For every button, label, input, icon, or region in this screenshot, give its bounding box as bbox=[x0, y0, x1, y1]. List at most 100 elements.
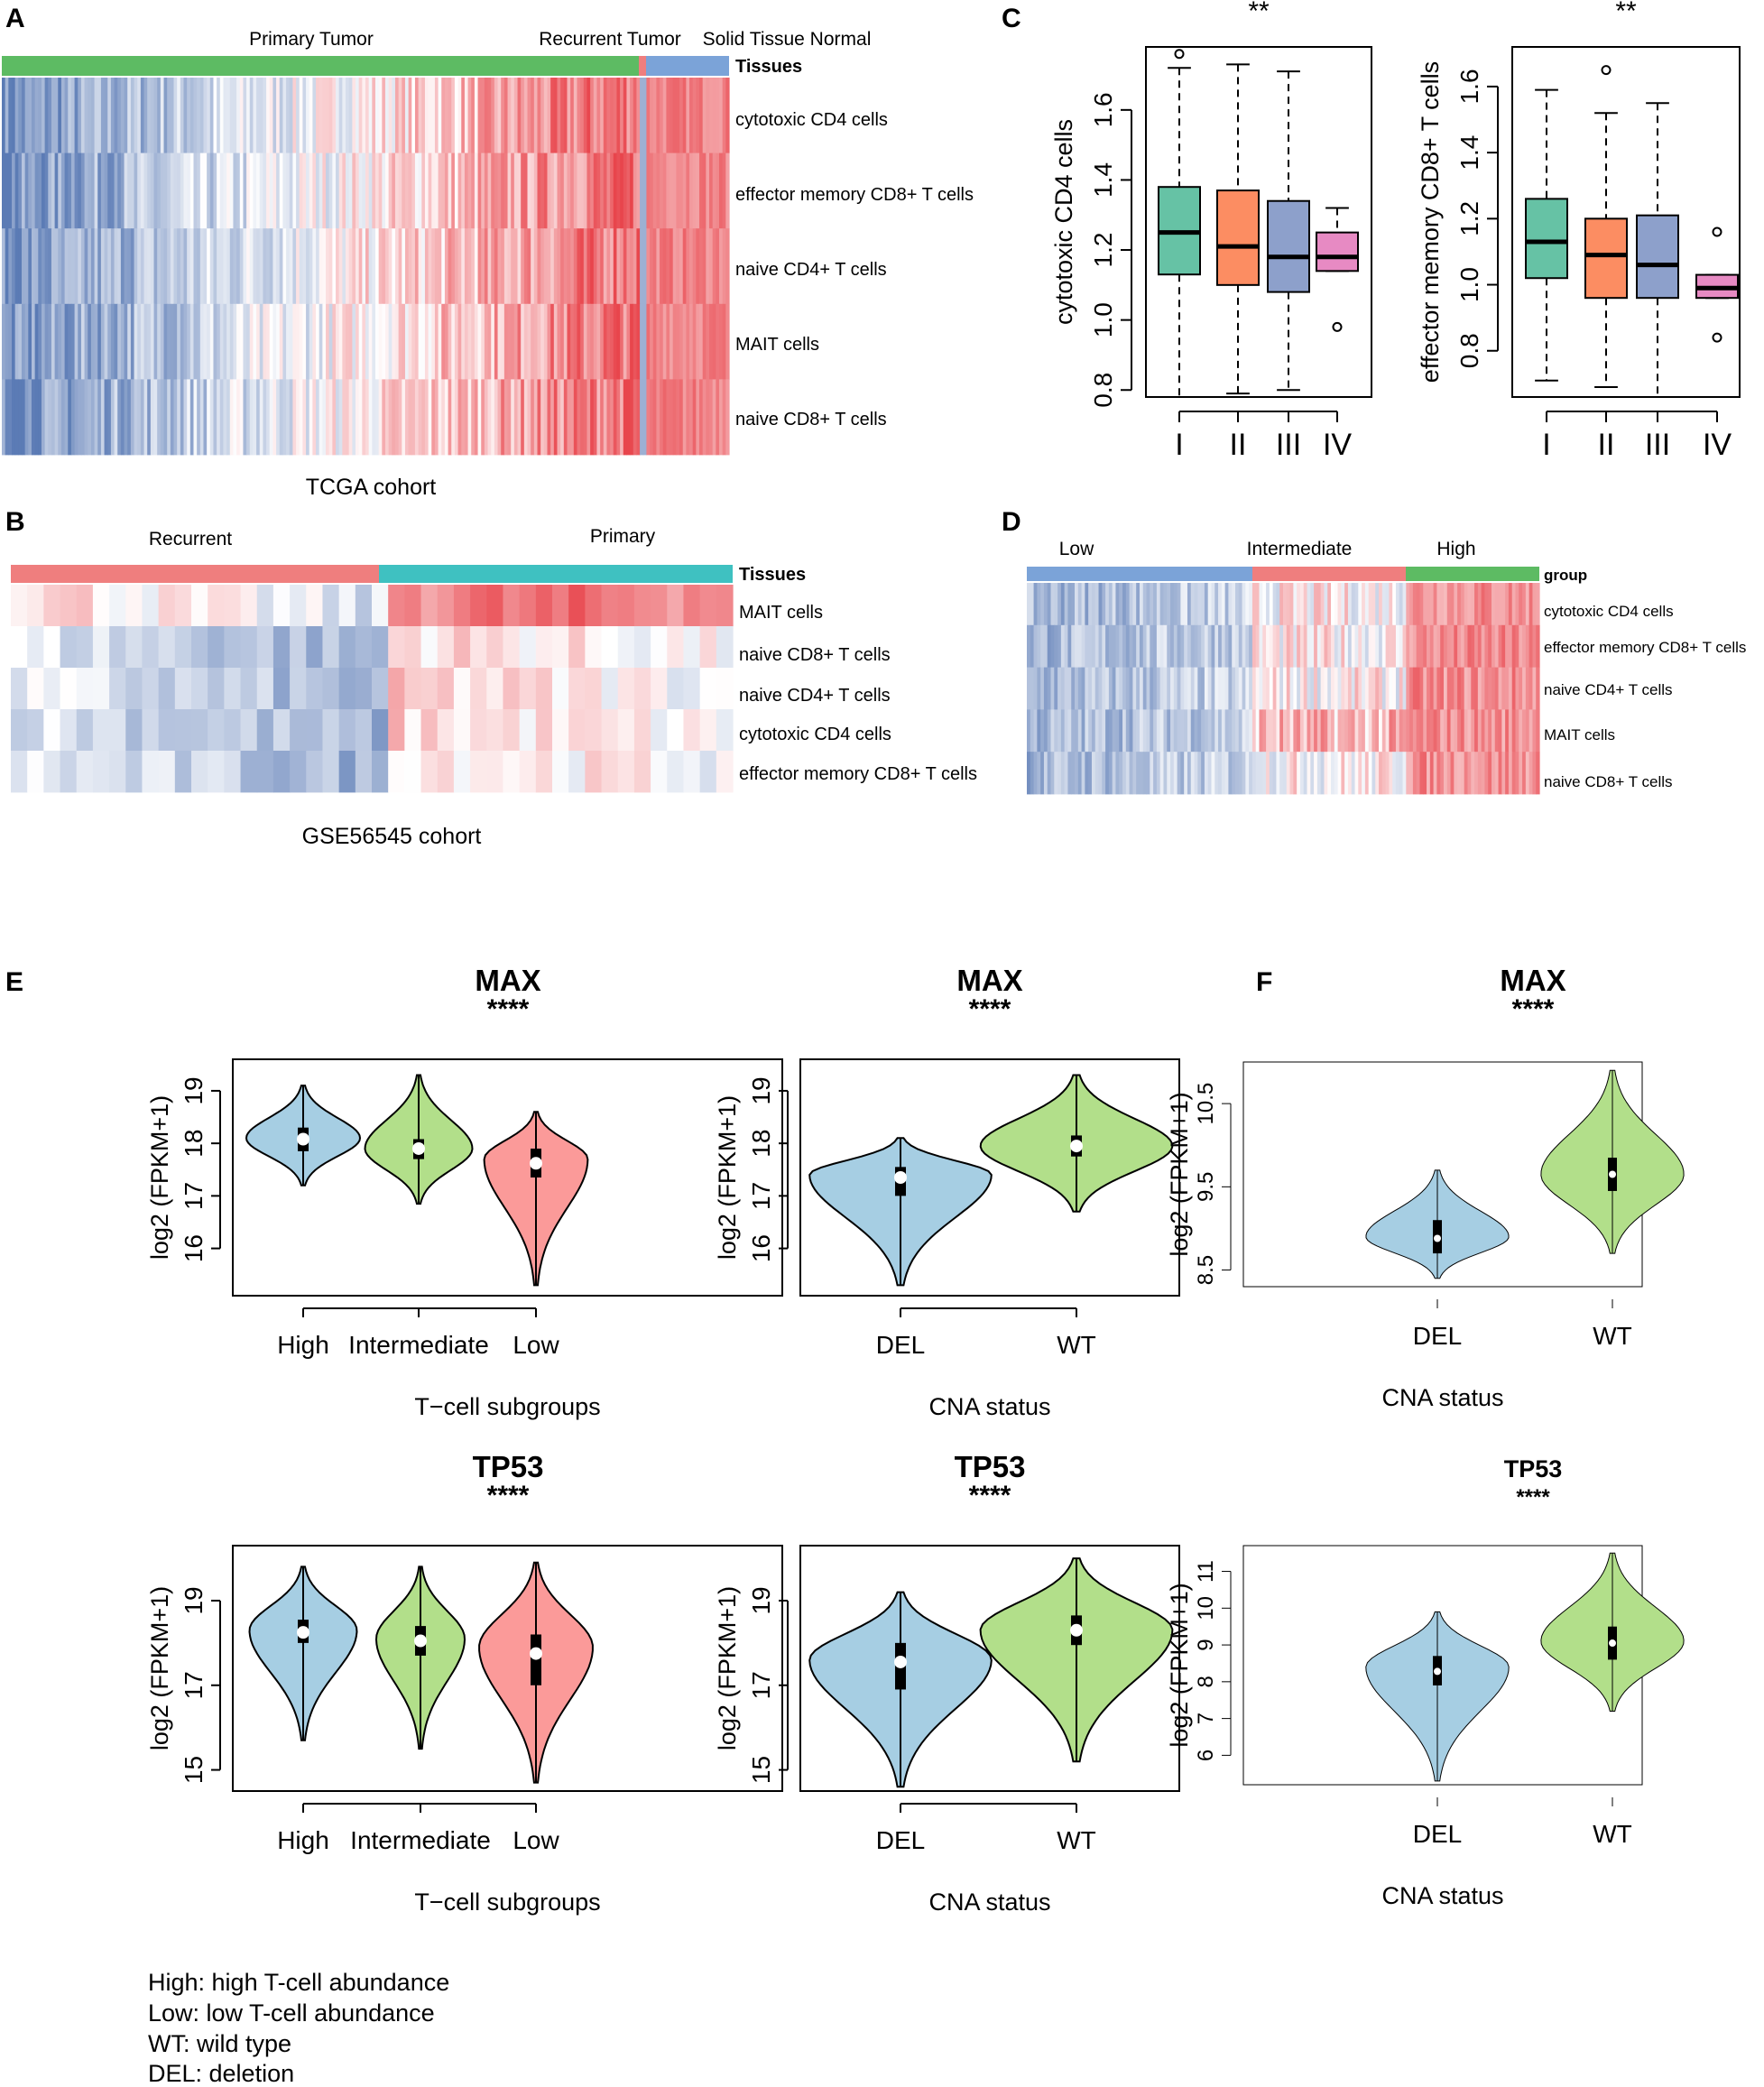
violin-iqr-box bbox=[531, 1634, 541, 1685]
outlier-point bbox=[1712, 332, 1722, 343]
heatmap-cell bbox=[1423, 583, 1427, 626]
heatmap-cell bbox=[365, 303, 370, 380]
heatmap-cell bbox=[547, 303, 551, 380]
heatmap-cell bbox=[256, 379, 261, 456]
x-tick-label: II bbox=[1598, 428, 1615, 462]
heatmap-cell bbox=[374, 228, 380, 305]
significance-label: **** bbox=[969, 1481, 1011, 1510]
heatmap-cell bbox=[1139, 624, 1144, 668]
heatmap-cell bbox=[1416, 709, 1421, 753]
heatmap-cell bbox=[224, 585, 242, 627]
heatmap-cell bbox=[1201, 667, 1205, 710]
heatmap-cell bbox=[471, 152, 476, 229]
heatmap-cell bbox=[1214, 667, 1219, 710]
heatmap-cell bbox=[1399, 709, 1404, 753]
heatmap-cell bbox=[183, 78, 188, 153]
heatmap-cell bbox=[580, 303, 585, 380]
heatmap-cell bbox=[712, 303, 716, 380]
heatmap-cell bbox=[552, 668, 569, 710]
heatmap-cell bbox=[1443, 667, 1448, 710]
heatmap-cell bbox=[1331, 752, 1335, 795]
heatmap-cell bbox=[1286, 752, 1291, 795]
heatmap-cell bbox=[224, 751, 242, 793]
heatmap-cell bbox=[1392, 624, 1397, 668]
y-tick-label: 18 bbox=[180, 1130, 208, 1158]
y-tick-label: 7 bbox=[1194, 1713, 1218, 1724]
heatmap-cell bbox=[240, 585, 258, 627]
x-axis-label: T−cell subgroups bbox=[414, 1888, 600, 1916]
heatmap-cell bbox=[1481, 752, 1486, 795]
heatmap-cell bbox=[322, 709, 340, 752]
heatmap-cell bbox=[1269, 752, 1274, 795]
heatmap-cell bbox=[342, 78, 346, 153]
heatmap-cell bbox=[464, 303, 469, 380]
heatmap-cell bbox=[1037, 709, 1041, 753]
heatmap-cell bbox=[411, 228, 416, 305]
heatmap-cell bbox=[431, 228, 436, 305]
heatmap-cell bbox=[1508, 752, 1513, 795]
heatmap-cell bbox=[1221, 624, 1226, 668]
x-tick-label: I bbox=[1175, 428, 1183, 462]
heatmap-cell bbox=[263, 379, 267, 456]
heatmap-cell bbox=[316, 379, 320, 456]
heatmap-cell bbox=[31, 228, 36, 305]
heatmap-cell bbox=[613, 228, 618, 305]
heatmap-cell bbox=[404, 303, 410, 380]
heatmap-cell bbox=[338, 228, 343, 305]
heatmap-cell bbox=[80, 379, 86, 456]
legend-item: High: high T-cell abundance bbox=[148, 1969, 449, 1996]
heatmap-cell bbox=[1474, 667, 1479, 710]
heatmap-cell bbox=[187, 379, 191, 456]
heatmap-cell bbox=[332, 303, 337, 380]
heatmap-cell bbox=[438, 379, 442, 456]
heatmap-cell bbox=[1190, 752, 1196, 795]
y-tick-label: 19 bbox=[747, 1076, 775, 1104]
heatmap-cell bbox=[356, 78, 360, 153]
heatmap-cell bbox=[1460, 709, 1465, 753]
heatmap-cell bbox=[80, 303, 86, 380]
heatmap-cell bbox=[292, 228, 297, 305]
heatmap-cell bbox=[1167, 667, 1171, 710]
heatmap-cell bbox=[1077, 583, 1083, 626]
heatmap-cell bbox=[494, 228, 499, 305]
heatmap-cell bbox=[1508, 667, 1513, 710]
heatmap-cell bbox=[316, 78, 320, 153]
heatmap-cell bbox=[296, 303, 300, 380]
heatmap-cell bbox=[28, 78, 32, 153]
heatmap-cell bbox=[1194, 583, 1198, 626]
heatmap-cell bbox=[689, 303, 694, 380]
heatmap-cell bbox=[438, 228, 442, 305]
y-axis-label: cytotoxic CD4 cells bbox=[1050, 119, 1077, 325]
heatmap-cell bbox=[120, 303, 125, 380]
heatmap-cell bbox=[51, 379, 56, 456]
heatmap-cell bbox=[1211, 583, 1215, 626]
median-point bbox=[1070, 1140, 1083, 1153]
heatmap-cell bbox=[1050, 667, 1055, 710]
heatmap-cell bbox=[388, 709, 405, 752]
heatmap-cell bbox=[1085, 667, 1089, 710]
heatmap-cell bbox=[716, 379, 720, 456]
heatmap-cell bbox=[223, 379, 227, 456]
y-tick-label: 17 bbox=[747, 1182, 775, 1210]
heatmap-cell bbox=[662, 152, 667, 229]
heatmap-cell bbox=[1488, 752, 1492, 795]
heatmap-cell bbox=[494, 379, 499, 456]
heatmap-cell bbox=[374, 379, 380, 456]
heatmap-cell bbox=[137, 78, 142, 153]
heatmap-cell bbox=[686, 303, 690, 380]
heatmap-cell bbox=[1033, 667, 1038, 710]
heatmap-cell bbox=[689, 152, 694, 229]
heatmap-cell bbox=[420, 668, 439, 710]
heatmap-cell bbox=[1187, 709, 1192, 753]
heatmap-cell bbox=[160, 379, 165, 456]
heatmap-cell bbox=[610, 379, 614, 456]
heatmap-cell bbox=[1269, 667, 1274, 710]
heatmap-cell bbox=[1040, 667, 1045, 710]
heatmap-cell bbox=[1262, 667, 1267, 710]
heatmap-cell bbox=[716, 228, 720, 305]
heatmap-cell bbox=[1132, 709, 1137, 753]
heatmap-cell bbox=[394, 379, 400, 456]
heatmap-cell bbox=[180, 152, 185, 229]
heatmap-cell bbox=[253, 228, 257, 305]
